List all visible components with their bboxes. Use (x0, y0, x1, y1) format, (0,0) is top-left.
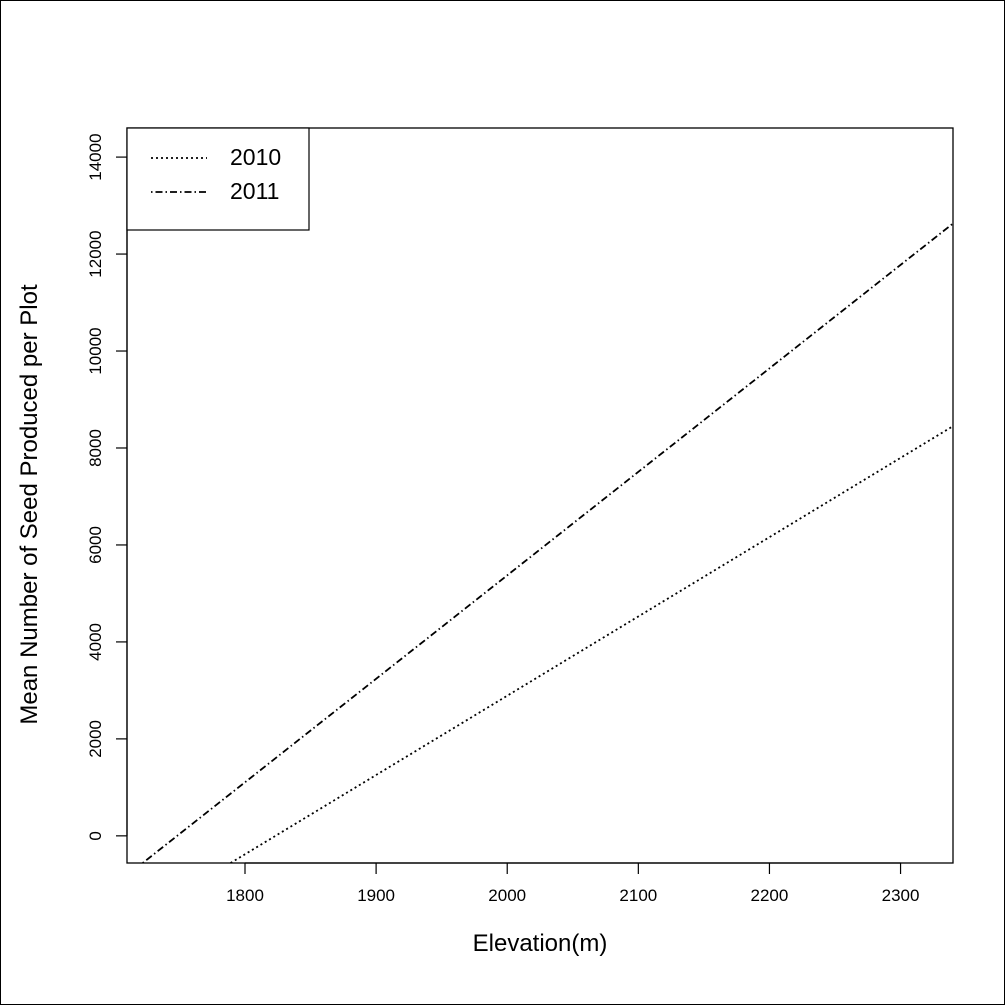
y-tick-label: 2000 (86, 720, 105, 758)
y-tick-label: 4000 (86, 623, 105, 661)
legend-label-2011: 2011 (230, 178, 279, 204)
plot-area (126, 127, 954, 864)
x-axis-title: Elevation(m) (473, 930, 608, 957)
x-tick-label: 1900 (357, 886, 395, 905)
y-tick-label: 8000 (86, 429, 105, 467)
y-tick-label: 6000 (86, 526, 105, 564)
y-tick-label: 10000 (86, 327, 105, 374)
x-tick-label: 2200 (751, 886, 789, 905)
legend: 2010 2011 (126, 127, 310, 231)
x-tick-label: 2300 (882, 886, 920, 905)
y-tick-label: 12000 (86, 230, 105, 277)
series-line-2010 (230, 425, 953, 863)
y-axis-title: Mean Number of Seed Produced per Plot (16, 284, 43, 725)
legend-box (126, 127, 310, 231)
y-tick-label: 14000 (86, 133, 105, 180)
y-axis: 0 2000 4000 6000 8000 10000 12000 14000 (86, 133, 128, 841)
x-tick-label: 1800 (226, 886, 264, 905)
series-line-2011 (142, 222, 953, 863)
legend-label-2010: 2010 (230, 144, 281, 170)
x-tick-label: 2100 (619, 886, 657, 905)
x-axis: 1800 1900 2000 2100 2200 2300 (226, 862, 920, 905)
series-lines (142, 222, 953, 863)
x-tick-label: 2000 (488, 886, 526, 905)
y-tick-label: 0 (86, 831, 105, 840)
